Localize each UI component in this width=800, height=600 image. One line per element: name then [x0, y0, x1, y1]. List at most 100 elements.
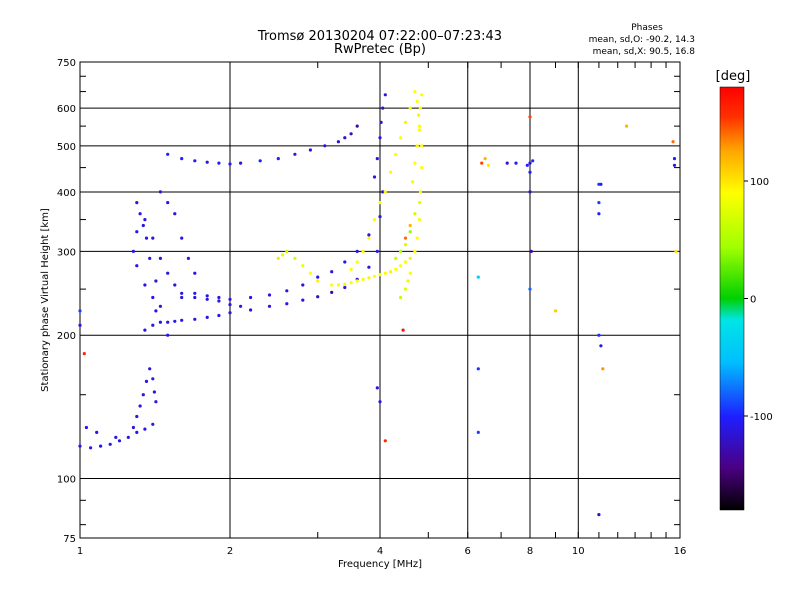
- data-point: [152, 390, 156, 394]
- data-point: [343, 285, 347, 290]
- chart-title: Tromsø 20130204 07:22:00–07:23:43: [257, 29, 502, 44]
- data-point: [78, 309, 82, 313]
- data-point: [135, 264, 139, 268]
- data-point: [138, 212, 142, 216]
- data-point: [372, 175, 377, 179]
- data-point: [355, 249, 359, 253]
- data-point: [476, 430, 480, 434]
- data-point: [383, 271, 387, 275]
- data-point: [228, 162, 232, 166]
- data-point: [389, 170, 393, 174]
- phases-mean-x: mean, sd,X: 90.5, 16.8: [593, 47, 696, 57]
- y-tick-label: 500: [57, 142, 76, 153]
- data-point: [173, 283, 177, 287]
- colorbar-ticks: 100 0 -100: [744, 177, 773, 423]
- data-point: [480, 161, 484, 165]
- data-point: [217, 299, 221, 303]
- data-point: [173, 319, 177, 323]
- x-tick-label: 6: [465, 546, 471, 557]
- data-point: [117, 439, 122, 443]
- data-point: [383, 93, 387, 97]
- data-point: [403, 120, 408, 124]
- y-tick-label: 400: [57, 188, 76, 199]
- data-point: [597, 513, 601, 517]
- data-point: [89, 446, 93, 450]
- plot-points: [78, 90, 678, 517]
- data-point: [193, 295, 197, 300]
- data-point: [108, 442, 112, 446]
- data-point: [486, 163, 490, 167]
- data-point: [417, 113, 421, 117]
- x-tick-label: 1: [77, 546, 83, 557]
- data-point: [406, 279, 410, 283]
- data-point: [349, 267, 353, 271]
- data-point: [316, 279, 320, 283]
- data-point: [228, 311, 232, 315]
- data-point: [148, 256, 152, 260]
- data-point: [417, 124, 422, 128]
- data-point: [553, 309, 558, 313]
- data-point: [379, 120, 383, 124]
- data-point: [355, 124, 359, 128]
- x-tick-label: 16: [674, 546, 687, 557]
- data-point: [378, 400, 382, 404]
- data-point: [205, 294, 209, 298]
- data-point: [193, 291, 197, 295]
- data-point: [293, 152, 297, 156]
- colorbar: [719, 86, 745, 511]
- data-point: [625, 124, 629, 128]
- data-point: [205, 160, 209, 164]
- data-point: [394, 256, 398, 260]
- data-point: [151, 323, 155, 327]
- data-point: [267, 293, 272, 297]
- y-tick-labels: 75 100 200 300 400 500 600 750: [57, 58, 76, 545]
- data-point: [228, 297, 232, 301]
- data-point: [99, 444, 103, 448]
- data-point: [151, 422, 155, 426]
- data-point: [166, 333, 170, 337]
- data-point: [672, 157, 677, 161]
- data-point: [301, 298, 305, 302]
- data-point: [308, 271, 312, 275]
- data-point: [239, 161, 243, 165]
- y-tick-label: 100: [57, 475, 76, 486]
- data-point: [217, 295, 221, 300]
- data-point: [413, 212, 417, 216]
- data-point: [378, 136, 382, 140]
- data-point: [143, 283, 147, 287]
- data-point: [154, 400, 158, 404]
- data-point: [597, 333, 601, 337]
- data-point: [151, 377, 155, 381]
- data-point: [403, 260, 408, 264]
- data-point: [349, 132, 353, 136]
- data-point: [403, 287, 408, 291]
- data-point: [529, 249, 533, 253]
- data-point: [78, 444, 82, 448]
- data-point: [378, 215, 382, 219]
- data-point: [415, 144, 419, 148]
- data-point: [148, 367, 152, 371]
- data-point: [316, 295, 320, 299]
- phases-mean-o: mean, sd,O: -90.2, 14.3: [589, 35, 695, 45]
- data-point: [420, 166, 424, 170]
- data-point: [399, 136, 403, 140]
- data-point: [95, 430, 99, 434]
- data-point: [141, 393, 145, 397]
- data-point: [217, 161, 221, 165]
- colorbar-tick-label: 100: [750, 177, 769, 188]
- data-point: [418, 190, 422, 194]
- data-point: [343, 136, 347, 140]
- data-point: [375, 249, 379, 253]
- data-point: [135, 230, 139, 234]
- data-point: [186, 256, 190, 260]
- data-point: [528, 287, 532, 291]
- data-point: [476, 367, 480, 371]
- data-point: [180, 236, 184, 240]
- x-tick-labels: 1 2 4 6 8 10 16: [77, 546, 687, 557]
- data-point: [166, 201, 170, 205]
- data-point: [420, 93, 424, 97]
- data-point: [343, 260, 347, 264]
- data-point: [378, 201, 382, 205]
- data-point: [525, 163, 529, 167]
